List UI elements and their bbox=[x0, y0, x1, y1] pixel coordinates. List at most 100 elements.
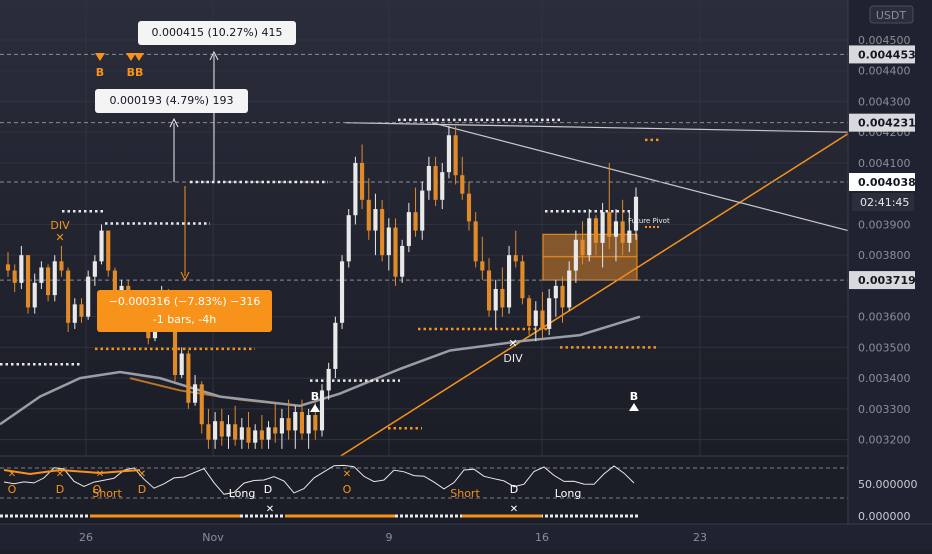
resistance-trendline[interactable] bbox=[344, 122, 849, 133]
candle-body bbox=[239, 427, 244, 440]
time-axis[interactable]: 26 Nov 9 16 23 bbox=[0, 523, 932, 550]
chart-annotations: 0.000415 (10.27%) 415 0.000193 (4.79%) 19… bbox=[50, 21, 670, 412]
indicator-x-icon: ✕ bbox=[138, 469, 146, 480]
oscillator-line bbox=[3, 464, 635, 495]
indicator-x-icon: ✕ bbox=[266, 504, 274, 515]
price-label-box bbox=[849, 113, 915, 132]
candle-body bbox=[533, 310, 538, 326]
currency-badge[interactable] bbox=[869, 5, 914, 24]
price-axis[interactable]: USDT0.0045000.0044000.0043000.0042000.00… bbox=[847, 0, 932, 550]
future-pivot-label: Future Pivot bbox=[628, 217, 670, 225]
indicator-label: O bbox=[93, 483, 102, 496]
measure-label-down-box bbox=[97, 290, 272, 332]
candle-body bbox=[106, 230, 111, 271]
candle-body bbox=[413, 212, 418, 231]
measure-label-down-text: -1 bars, -4h bbox=[153, 313, 216, 326]
indicator-label: O bbox=[8, 483, 17, 496]
candle-body bbox=[346, 215, 351, 262]
candle-body bbox=[520, 261, 525, 299]
time-tick-label: 23 bbox=[693, 531, 707, 544]
candle-body bbox=[79, 304, 84, 317]
candle-body bbox=[86, 276, 91, 317]
candle-body bbox=[339, 261, 345, 323]
candle-body bbox=[593, 218, 598, 243]
signal-triangle-icon bbox=[134, 53, 144, 61]
candle-body bbox=[25, 255, 31, 308]
indicator-label: D bbox=[56, 483, 64, 496]
candle-body bbox=[259, 430, 264, 440]
candle-body bbox=[112, 270, 117, 308]
candle-body bbox=[5, 264, 11, 271]
time-tick-label: Nov bbox=[202, 531, 224, 544]
candle-body bbox=[59, 261, 64, 271]
candle-body bbox=[366, 199, 371, 231]
candle-body bbox=[72, 304, 77, 323]
candles bbox=[5, 126, 639, 449]
price-label-box bbox=[849, 271, 915, 290]
indicator-x-icon: ✕ bbox=[510, 504, 518, 515]
candle-body bbox=[400, 245, 405, 277]
price-tick-label: 0.004300 bbox=[858, 95, 911, 108]
price-tick-label: 0.003500 bbox=[858, 341, 911, 354]
measure-label-up-small-box bbox=[95, 89, 248, 113]
indicator-label: D bbox=[510, 483, 518, 496]
indicator-x-icon: ✕ bbox=[56, 469, 64, 480]
candle-body bbox=[420, 190, 425, 231]
candle-body bbox=[426, 166, 431, 191]
candle-body bbox=[52, 261, 57, 296]
candle-body bbox=[299, 411, 305, 434]
candle-body bbox=[286, 418, 291, 431]
ascending-trendline[interactable] bbox=[317, 133, 849, 472]
candle-body bbox=[600, 212, 605, 243]
price-tick-label: 0.004100 bbox=[858, 157, 911, 170]
price-tick-label: 0.003400 bbox=[858, 372, 911, 385]
price-tick-label: 0.003600 bbox=[858, 311, 911, 324]
countdown-box bbox=[852, 193, 914, 211]
candle-body bbox=[500, 288, 505, 308]
measure-label-down-text: −0.000316 (−7.83%) −316 bbox=[109, 295, 261, 308]
currency-badge-text: USDT bbox=[876, 9, 907, 22]
candle-body bbox=[540, 310, 545, 329]
price-label-text: 0.004038 bbox=[858, 176, 916, 189]
candle-body bbox=[373, 209, 378, 231]
candle-body bbox=[506, 255, 512, 308]
price-label-text: 0.004453 bbox=[858, 48, 916, 61]
candle-body bbox=[406, 212, 411, 246]
price-tick-label: 0.003200 bbox=[858, 434, 911, 447]
candle-body bbox=[433, 166, 438, 200]
divergence-label: DIV bbox=[503, 352, 523, 365]
measure-label-up-large-box bbox=[138, 21, 296, 45]
measure-arrowhead bbox=[209, 50, 219, 61]
indicator-label: Long bbox=[229, 487, 256, 500]
price-tick-label: 0.004500 bbox=[858, 34, 911, 47]
candle-body bbox=[620, 221, 625, 243]
price-tick-label: 0.004400 bbox=[858, 65, 911, 78]
buy-signal-label: B bbox=[630, 390, 638, 403]
time-tick-label: 26 bbox=[79, 531, 93, 544]
candle-body bbox=[466, 193, 472, 222]
candle-body bbox=[32, 282, 37, 308]
indicator-label: D bbox=[138, 483, 146, 496]
candle-body bbox=[199, 384, 204, 425]
indicator-x-icon: ✕ bbox=[96, 469, 104, 480]
candle-body bbox=[192, 384, 198, 403]
descending-trendline[interactable] bbox=[431, 122, 849, 232]
candle-body bbox=[446, 135, 452, 173]
candle-body bbox=[333, 322, 338, 369]
indicator-label: Short bbox=[450, 487, 480, 500]
candle-body bbox=[19, 255, 24, 283]
signal-label-b: B bbox=[96, 66, 104, 79]
signal-label-bb: BB bbox=[127, 66, 144, 79]
measure-label-up-small-text: 0.000193 (4.79%) 193 bbox=[109, 94, 233, 107]
candle-body bbox=[473, 221, 478, 262]
candle-body bbox=[319, 390, 325, 431]
candle-body bbox=[99, 230, 104, 262]
indicator-tick-label: 50.000000 bbox=[858, 478, 918, 491]
indicator-tick-label: 0.000000 bbox=[858, 510, 911, 523]
candle-body bbox=[172, 325, 178, 376]
candle-body bbox=[486, 270, 492, 311]
divergence-label: DIV bbox=[50, 219, 70, 232]
